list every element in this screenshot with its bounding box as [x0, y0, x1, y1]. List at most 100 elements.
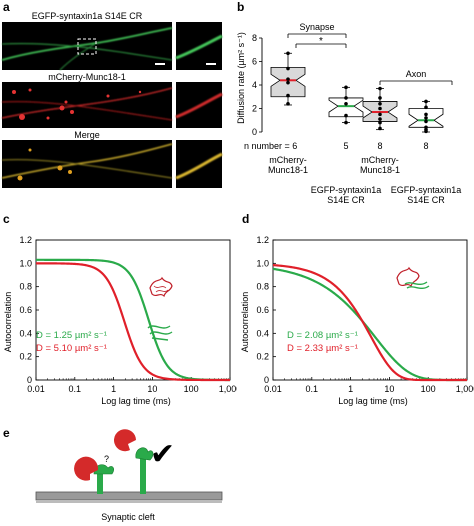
data-point — [286, 77, 290, 81]
panel-d-series-1 — [272, 267, 467, 382]
question-mark: ? — [104, 454, 109, 464]
panel-c-xtick-label: 1,000 — [219, 384, 237, 394]
munc18-left — [74, 456, 99, 481]
data-point — [378, 96, 382, 100]
data-point — [286, 93, 290, 98]
panel-d-label: d — [242, 212, 250, 226]
category-label-1-line1: mCherry- — [269, 155, 307, 165]
panel-c-ytick-label: 0.2 — [19, 352, 32, 362]
box-3 — [362, 86, 398, 131]
scale-bar — [155, 63, 165, 65]
panel-a-row2-title: mCherry-Munc18-1 — [48, 72, 126, 82]
data-point — [344, 113, 348, 118]
synapse-label: Synapse — [299, 22, 334, 32]
syntaxin-right — [135, 447, 154, 494]
category-label-4-line2: S14E CR — [407, 195, 445, 205]
data-point — [424, 99, 428, 104]
synapse-bracket: Synapse — [287, 22, 347, 38]
panel-d-xtick-label: 0.01 — [264, 384, 282, 394]
panel-d-ytick-label: 0.4 — [256, 328, 269, 338]
panel-d-ytick-label: 1.0 — [256, 258, 269, 268]
panel-d-xtick-label: 1 — [348, 384, 353, 394]
panel-b-ytick-label: 6 — [252, 57, 257, 67]
category-label-4-line1: EGFP-syntaxin1a — [391, 185, 462, 195]
panel-d-xlabel: Log lag time (ms) — [338, 396, 408, 406]
micrograph-red-zoom — [175, 82, 223, 128]
category-label-2-line1: EGFP-syntaxin1a — [311, 185, 382, 195]
panel-d-ytick-label: 0.6 — [256, 305, 269, 315]
data-point — [378, 126, 382, 131]
panel-a-row1-title: EGFP-syntaxin1a S14E CR — [31, 11, 143, 21]
box-body — [328, 97, 364, 118]
data-point — [286, 66, 290, 71]
panel-c-label: c — [3, 212, 10, 226]
axon-label: Axon — [406, 69, 427, 79]
panel-a-label: a — [3, 0, 10, 14]
panel-d-chart: 0 0.2 0.4 0.6 0.8 1.0 1.2 0.01 0.1 1 10 100 1,000 Au… — [240, 235, 474, 406]
data-point — [378, 86, 382, 91]
panel-c-series-2 — [36, 262, 230, 382]
panel-d-ylabel: Autocorrelation — [240, 292, 250, 353]
synaptic-cleft-caption: Synaptic cleft — [101, 512, 155, 522]
panel-c-ytick-label: 0.6 — [19, 305, 32, 315]
panel-e-schematic: ? ✔ Synaptic cleft — [35, 429, 223, 522]
data-point — [424, 116, 428, 120]
panel-c-xtick-label: 0.01 — [27, 384, 45, 394]
data-point — [378, 106, 382, 111]
panel-d-ytick-label: 0.2 — [256, 352, 269, 362]
data-point — [378, 102, 382, 106]
syntaxin-protein-icon — [147, 325, 173, 341]
micrograph-green-zoom — [175, 22, 223, 70]
panel-b-ylabel: Diffusion rate (µm² s⁻¹) — [236, 32, 246, 124]
panel-b-ytick-label: 4 — [252, 80, 257, 90]
panel-c-plot-frame — [35, 239, 231, 381]
panel-c-ytick-label: 0.4 — [19, 328, 32, 338]
checkmark-icon: ✔ — [150, 438, 175, 471]
panel-c-xtick-label: 1 — [111, 384, 116, 394]
category-label-2-line2: S14E CR — [327, 195, 365, 205]
panel-d-xtick-label: 0.1 — [306, 384, 319, 394]
panel-c-ytick-label: 0 — [27, 375, 32, 385]
micrograph-merge-zoom — [175, 140, 223, 188]
data-point — [286, 80, 290, 85]
panel-d-xtick-label: 100 — [421, 384, 436, 394]
box-2 — [328, 85, 364, 125]
axon-bracket: Axon — [379, 69, 453, 85]
box-4 — [408, 99, 444, 134]
panel-d-xtick-label: 10 — [384, 384, 394, 394]
panel-d-red-annotation: D = 2.33 µm² s⁻¹ — [287, 343, 358, 354]
category-label-1-line2: Munc18-1 — [268, 165, 308, 175]
data-point — [378, 117, 382, 121]
data-point — [344, 120, 348, 125]
data-point — [344, 96, 348, 100]
panel-d-plot-frame — [272, 239, 468, 381]
data-point — [378, 112, 382, 117]
panel-b-label: b — [237, 0, 245, 14]
panel-d-series-2 — [272, 263, 467, 382]
panel-e-label: e — [3, 426, 10, 440]
data-point — [424, 129, 428, 134]
panel-c-green-annotation: D = 1.25 µm² s⁻¹ — [36, 330, 107, 341]
micrograph-green-main — [1, 22, 173, 71]
data-point — [344, 102, 348, 106]
data-point — [344, 85, 348, 90]
data-point — [424, 119, 428, 124]
n-number-2: 5 — [343, 141, 348, 151]
panel-a-row3-title: Merge — [74, 130, 100, 140]
panel-c-series-1 — [36, 258, 230, 382]
panel-c-red-annotation: D = 5.10 µm² s⁻¹ — [36, 343, 107, 354]
panel-c-ytick-label: 1.0 — [19, 258, 32, 268]
panel-d-xtick-label: 1,000 — [456, 384, 474, 394]
complex-protein-icon — [396, 266, 430, 289]
panel-d-ytick-label: 0.8 — [256, 282, 269, 292]
data-point — [286, 102, 290, 106]
panel-b-ytick-label: 0 — [252, 127, 257, 137]
data-point — [424, 105, 428, 110]
panel-c-ylabel: Autocorrelation — [3, 292, 13, 353]
panel-c-ytick-label: 1.2 — [19, 235, 32, 245]
panel-d-green-annotation: D = 2.08 µm² s⁻¹ — [287, 330, 358, 341]
panel-c-xlabel: Log lag time (ms) — [101, 396, 171, 406]
category-label-3-line2: Munc18-1 — [360, 165, 400, 175]
n-number-4: 8 — [423, 141, 428, 151]
panel-c-chart: 0 0.2 0.4 0.6 0.8 1.0 1.2 0.01 0.1 1 10 100 1,000 Au… — [3, 235, 237, 406]
